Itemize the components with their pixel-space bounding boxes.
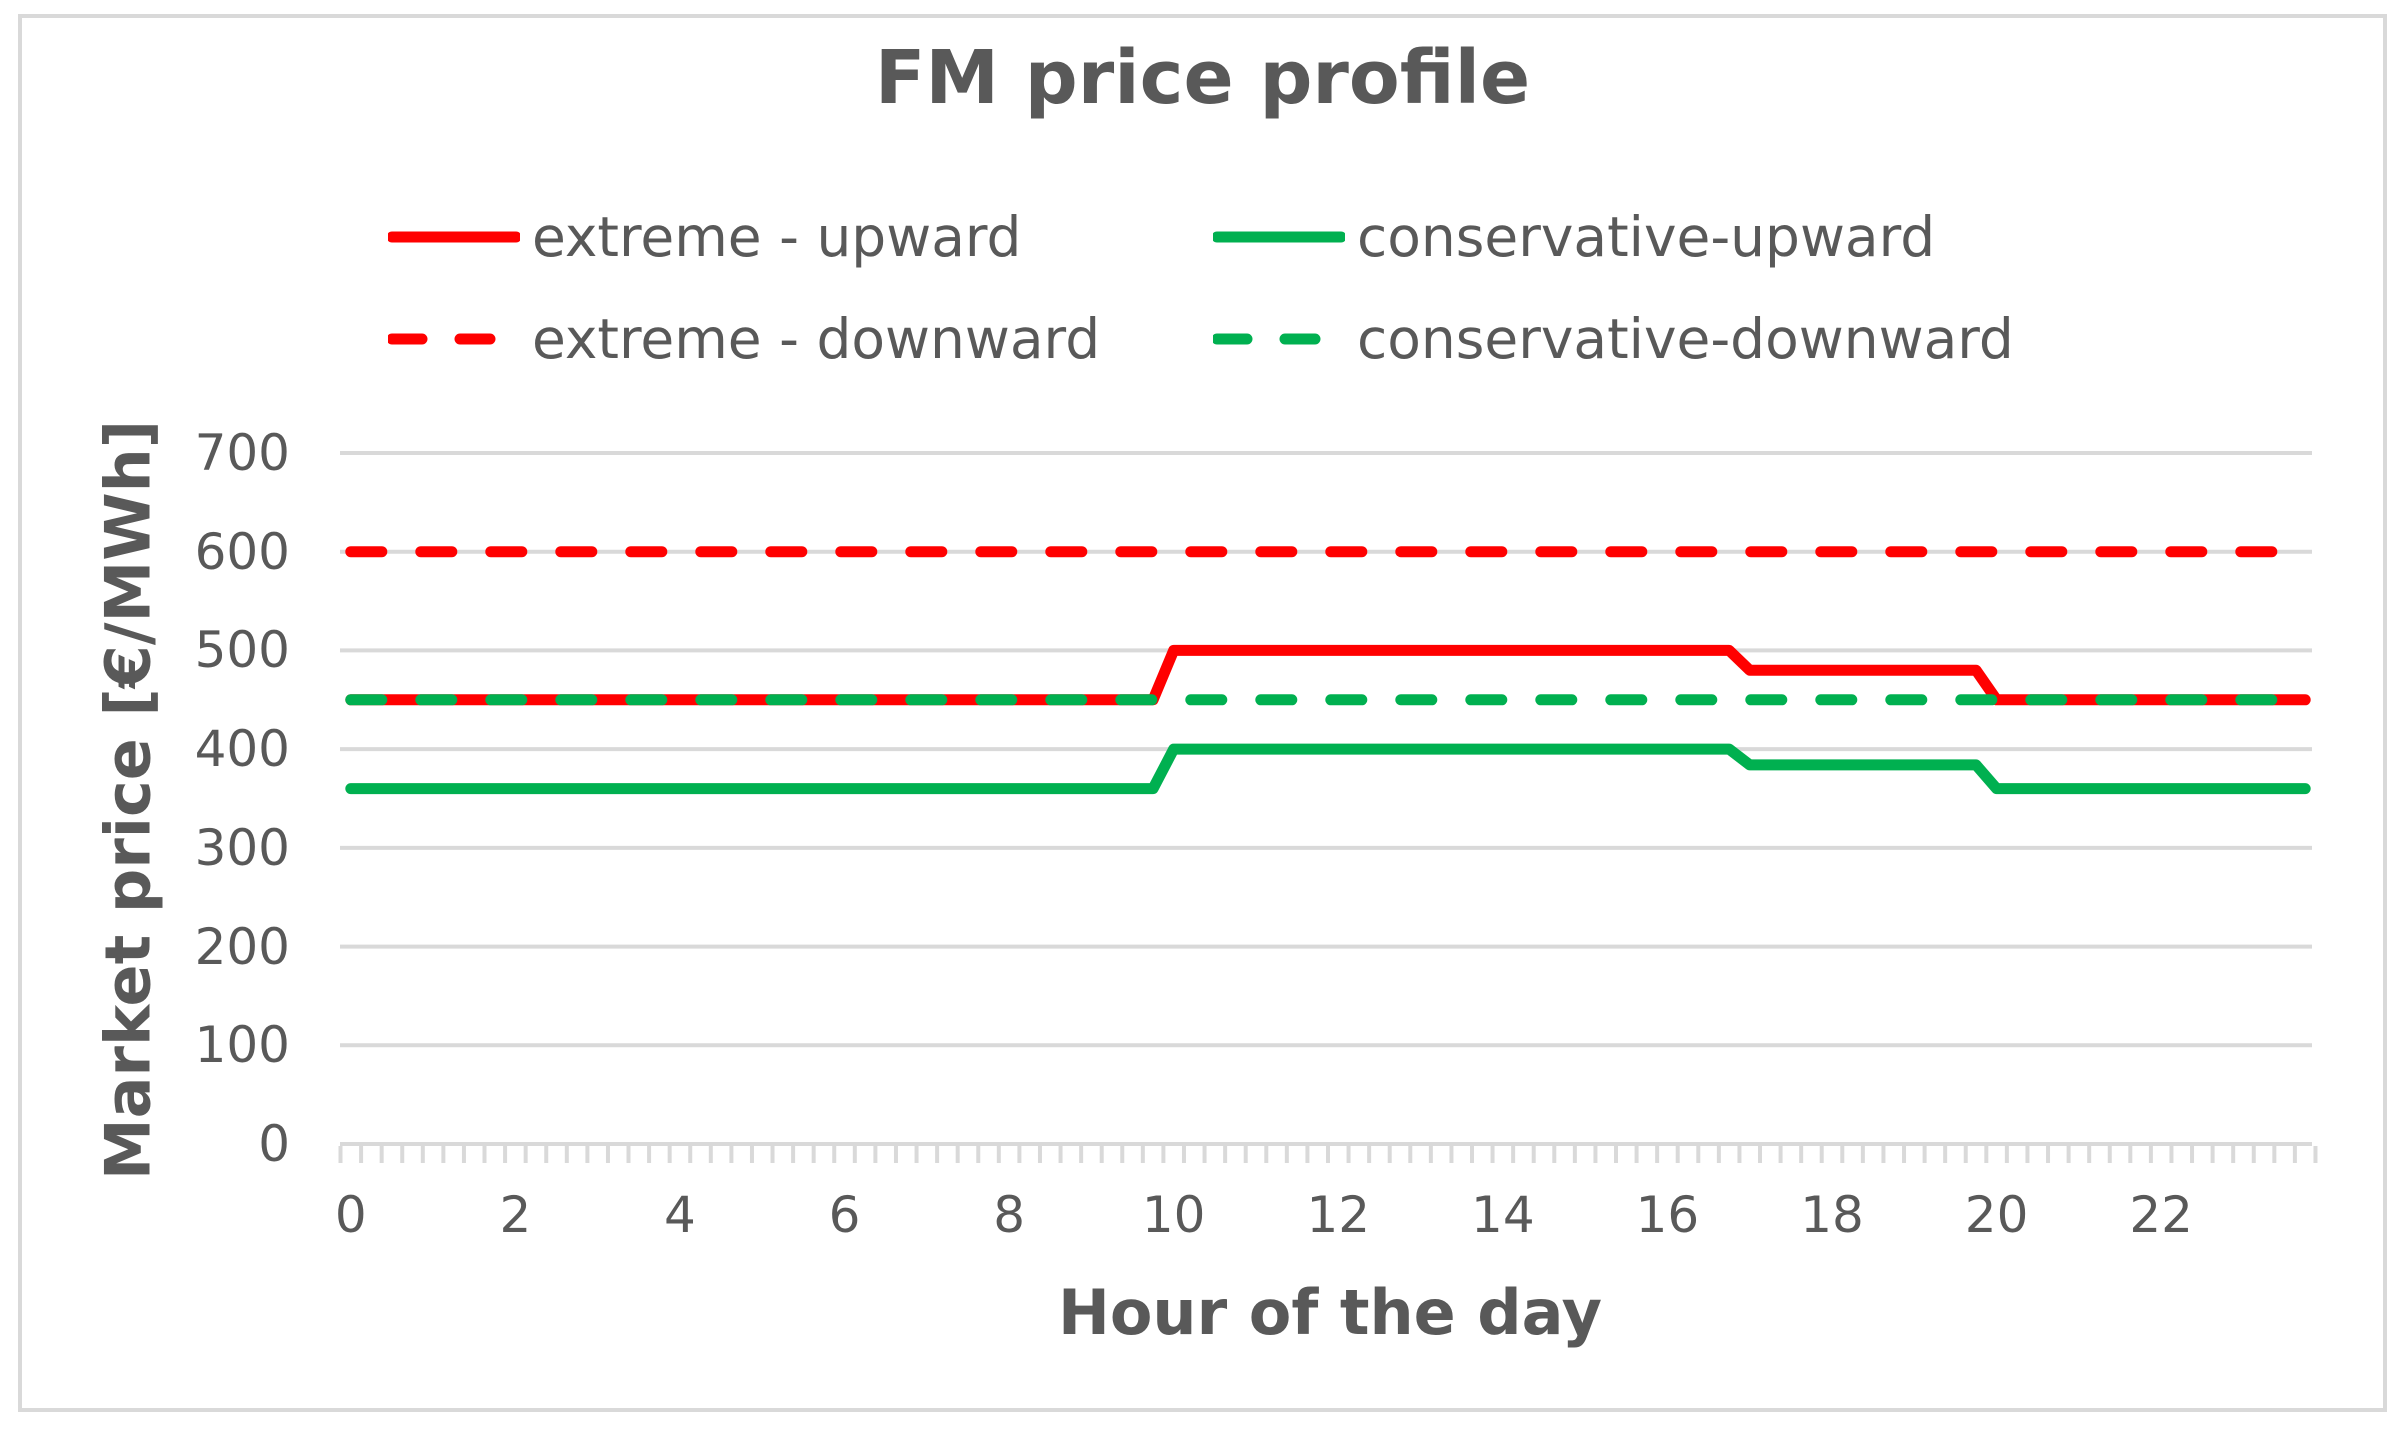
y-tick-label: 600 bbox=[194, 522, 290, 581]
legend-item-extreme-downward[interactable]: extreme - downward bbox=[388, 305, 1100, 373]
y-tick-label: 500 bbox=[194, 621, 290, 680]
x-tick-label: 6 bbox=[828, 1186, 861, 1244]
legend-marker-solid-red-icon bbox=[388, 231, 520, 243]
legend-label: conservative-upward bbox=[1357, 204, 1936, 269]
chart-title: FM price profile bbox=[874, 35, 1531, 121]
legend-label: extreme - downward bbox=[532, 306, 1101, 371]
x-tick-label: 18 bbox=[1800, 1186, 1864, 1244]
y-tick-label: 0 bbox=[258, 1115, 290, 1173]
legend-item-extreme-upward[interactable]: extreme - upward bbox=[388, 203, 1021, 271]
x-tick-label: 16 bbox=[1635, 1186, 1700, 1244]
legend-marker-dashed-green-icon bbox=[1213, 333, 1345, 345]
legend-label: extreme - upward bbox=[532, 204, 1022, 269]
y-tick-label: 100 bbox=[194, 1016, 290, 1075]
legend-marker-dashed-red-icon bbox=[388, 333, 520, 345]
x-axis-minor-ticks bbox=[338, 1146, 2318, 1163]
x-axis-title: Hour of the day bbox=[1057, 1276, 1603, 1349]
x-tick-label: 14 bbox=[1471, 1186, 1535, 1244]
x-tick-label: 8 bbox=[993, 1186, 1026, 1244]
chart-border bbox=[18, 14, 2387, 1412]
series-line-conservative-upward bbox=[345, 743, 2311, 795]
x-tick-label: 12 bbox=[1306, 1186, 1371, 1244]
x-tick-label: 0 bbox=[334, 1186, 367, 1244]
y-tick-label: 400 bbox=[194, 720, 290, 779]
y-tick-label: 200 bbox=[194, 917, 290, 976]
legend-item-conservative-downward[interactable]: conservative-downward bbox=[1213, 305, 2014, 373]
legend-marker-solid-green-icon bbox=[1213, 231, 1345, 243]
y-tick-label: 700 bbox=[194, 424, 290, 482]
series-lines bbox=[345, 546, 2311, 795]
x-tick-label: 20 bbox=[1964, 1186, 2029, 1244]
legend-item-conservative-upward[interactable]: conservative-upward bbox=[1213, 203, 1935, 271]
legend-label: conservative-downward bbox=[1357, 306, 2014, 371]
y-tick-label: 300 bbox=[194, 818, 290, 877]
x-tick-label: 2 bbox=[499, 1186, 532, 1244]
x-tick-label: 4 bbox=[664, 1186, 696, 1244]
series-line-extreme-upward bbox=[345, 644, 2311, 706]
x-tick-label: 22 bbox=[2129, 1186, 2193, 1244]
y-axis-title: Market price [€/MWh] bbox=[91, 419, 165, 1181]
x-tick-label: 10 bbox=[1141, 1186, 1206, 1244]
